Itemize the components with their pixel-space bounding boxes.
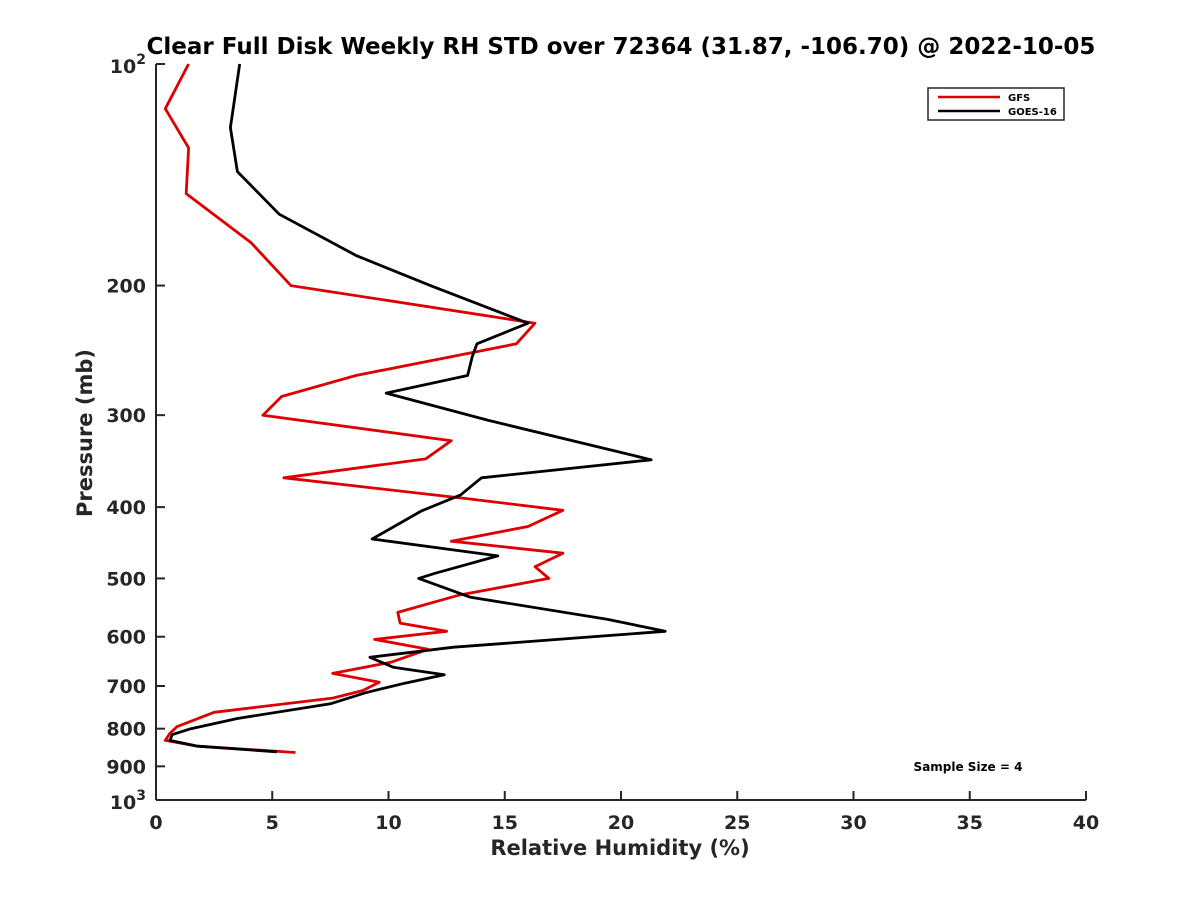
plot-series [163,63,667,754]
series-line-goes-16 [168,63,667,754]
y-tick-label: 600 [106,627,146,649]
x-tick-label: 40 [1073,812,1099,834]
y-tick-label: 102 [110,52,146,78]
x-tick-label: 10 [375,812,401,834]
x-tick-label: 20 [608,812,634,834]
x-axis-ticks: 0 5 10 15 20 25 30 35 40 [149,791,1099,834]
y-axis-label: Pressure (mb) [73,349,97,517]
x-tick-label: 30 [840,812,866,834]
x-tick-label: 15 [492,812,518,834]
sample-size-annotation: Sample Size = 4 [914,760,1023,774]
y-tick-label: 900 [106,756,146,778]
chart-title: Clear Full Disk Weekly RH STD over 72364… [147,34,1096,60]
y-tick-label: 300 [106,405,146,427]
series-line-gfs [163,63,565,754]
legend-label-gfs: GFS [1008,93,1030,104]
x-tick-label: 35 [957,812,983,834]
legend-label-goes-16: GOES-16 [1008,107,1057,118]
legend: GFS GOES-16 [927,87,1065,121]
y-axis-ticks: 102 200 300 400 500 600 700 800 900 103 [106,52,165,814]
y-tick-label: 800 [106,719,146,741]
y-tick-label: 400 [106,497,146,519]
x-tick-label: 0 [149,812,162,834]
legend-box [927,87,1065,121]
x-tick-label: 5 [266,812,279,834]
y-tick-label: 500 [106,568,146,590]
x-axis-label: Relative Humidity (%) [490,836,749,860]
y-tick-label: 700 [106,676,146,698]
y-tick-label: 200 [106,276,146,298]
x-tick-label: 25 [724,812,750,834]
y-tick-label: 103 [110,788,146,814]
